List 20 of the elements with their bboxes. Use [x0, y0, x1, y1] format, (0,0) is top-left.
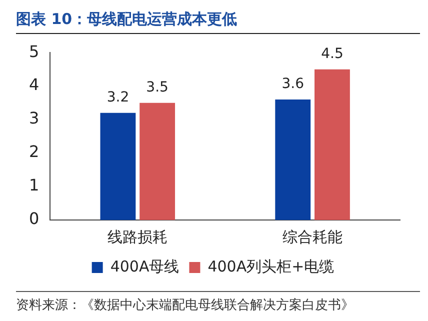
bar — [275, 99, 311, 220]
chart-title: 图表 10：母线配电运营成本更低 — [16, 8, 420, 34]
bar — [100, 112, 136, 220]
x-tick-label: 综合耗能 — [282, 228, 343, 246]
text: 资料来源：《数据中心末端配电母线联合解决方案白皮书》 — [16, 297, 355, 314]
data-label: 3.5 — [146, 79, 168, 96]
y-tick-label: 5 — [28, 42, 40, 61]
y-tick-label: 0 — [28, 209, 40, 228]
data-label: 3.2 — [106, 90, 130, 106]
bar — [314, 69, 350, 220]
y-tick-label: 4 — [28, 75, 40, 94]
bar — [140, 102, 176, 220]
y-tick-label: 1 — [28, 176, 40, 195]
x-tick-label: 线路损耗 — [108, 228, 168, 246]
data-label: 3.6 — [282, 76, 304, 92]
data-label: 4.5 — [321, 46, 344, 62]
legend-label: 400A列头柜+电缆 — [208, 257, 334, 276]
y-tick-label: 3 — [28, 108, 40, 128]
legend-label: 400A母线 — [110, 257, 180, 276]
y-tick-label: 2 — [28, 142, 40, 162]
